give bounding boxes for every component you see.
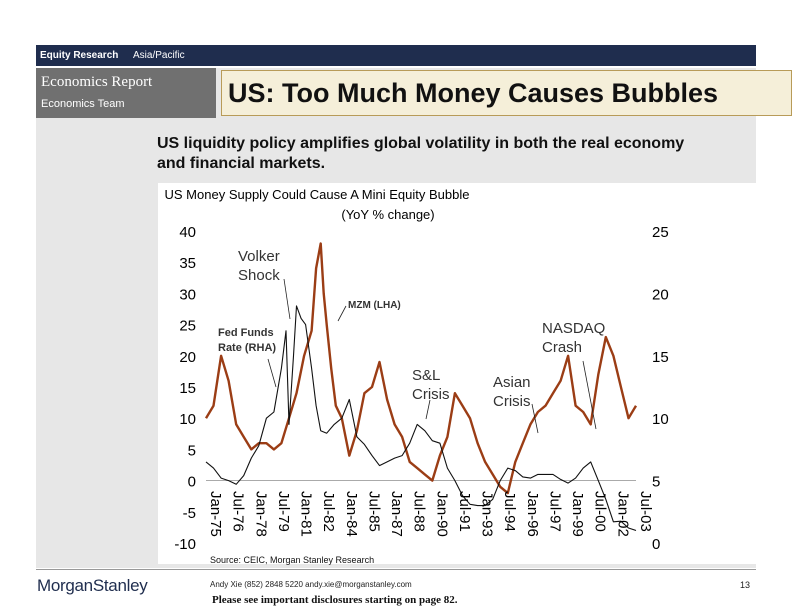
x-tick-label: Jan-87 (388, 491, 405, 537)
y-right-tick-label: 20 (652, 286, 669, 303)
x-tick-label: Jul-91 (456, 491, 473, 532)
annotation-asian-crisis: Crisis (493, 393, 531, 410)
y-left-tick-label: 5 (188, 442, 196, 459)
annotation-asian-crisis: Asian (493, 374, 531, 391)
x-tick-label: Jan-75 (207, 491, 224, 537)
headline: US: Too Much Money Causes Bubbles (228, 78, 719, 108)
x-tick-label: Jul-79 (275, 491, 292, 532)
y-left-tick-label: 25 (179, 318, 196, 335)
annotation-sl-crisis: S&L (412, 367, 440, 384)
x-tick-label: Jan-78 (252, 491, 269, 537)
fed-funds-series-line (205, 305, 637, 532)
x-tick-label: Jul-94 (501, 491, 518, 532)
x-tick-label: Jan-90 (433, 491, 450, 537)
chart-area: US Money Supply Could Cause A Mini Equit… (158, 183, 756, 564)
annotation-fed-funds: Rate (RHA) (218, 342, 276, 354)
annotation-arrow (337, 305, 347, 322)
annotation-arrow (531, 403, 539, 434)
y-left-tick-label: 0 (188, 474, 196, 491)
y-left-tick-label: 35 (179, 255, 196, 272)
y-left-tick-label: 10 (179, 411, 196, 428)
x-tick-label: Jul-76 (230, 491, 247, 532)
x-tick-label: Jan-99 (569, 491, 586, 537)
x-tick-label: Jul-82 (320, 491, 337, 532)
annotation-arrow (425, 399, 431, 420)
y-right-tick-label: 15 (652, 349, 669, 366)
report-type: Economics Report (41, 74, 153, 90)
x-tick-label: Jan-93 (479, 491, 496, 537)
x-tick-label: Jan-02 (614, 491, 631, 537)
annotation-arrow (267, 358, 277, 388)
y-right-tick-label: 10 (652, 411, 669, 428)
x-tick-label: Jul-97 (547, 491, 564, 532)
x-tick-label: Jul-03 (637, 491, 654, 532)
page-number: 13 (740, 580, 751, 590)
y-left-tick-label: 30 (179, 286, 196, 303)
headline-box: US: Too Much Money Causes Bubbles (221, 70, 792, 116)
header-band: Equity Research Asia/Pacific (36, 45, 756, 66)
mzm-series-line (204, 242, 638, 495)
annotation-mzm: MZM (LHA) (348, 300, 401, 311)
region-label: Asia/Pacific (133, 50, 185, 61)
x-tick-label: Jan-96 (524, 491, 541, 537)
y-right-tick-label: 0 (652, 536, 660, 553)
division-label: Equity Research (40, 50, 119, 61)
annotation-nasdaq-crash: Crash (542, 339, 582, 356)
chart-subtitle: (YoY % change) (341, 207, 434, 222)
footer-divider (36, 569, 756, 570)
source-note: Source: CEIC, Morgan Stanley Research (210, 555, 375, 565)
team-label: Economics Team (41, 98, 125, 110)
disclosure-note: Please see important disclosures startin… (212, 594, 458, 606)
annotation-volker-shock: Shock (238, 267, 280, 284)
page-subtitle: US liquidity policy amplifies global vol… (157, 135, 685, 172)
x-tick-label: Jan-84 (343, 491, 360, 537)
y-left-tick-label: 20 (179, 349, 196, 366)
x-tick-label: Jul-88 (411, 491, 428, 532)
company-logo: MorganStanley (37, 576, 148, 595)
x-tick-label: Jan-81 (298, 491, 315, 537)
x-tick-label: Jul-85 (365, 491, 382, 532)
report-card: Economics Report Economics Team (36, 68, 216, 118)
chart-title: US Money Supply Could Cause A Mini Equit… (165, 187, 470, 202)
y-left-tick-label: -5 (183, 505, 196, 522)
y-left-tick-label: 15 (179, 380, 196, 397)
annotation-arrow (582, 360, 597, 430)
annotation-arrow (283, 278, 291, 320)
annotation-nasdaq-crash: NASDAQ (542, 320, 605, 337)
y-right-tick-label: 5 (652, 474, 660, 491)
contact-line: Andy Xie (852) 2848 5220 andy.xie@morgan… (210, 580, 412, 589)
line-chart: US Money Supply Could Cause A Mini Equit… (165, 187, 669, 553)
y-left-tick-label: -10 (174, 536, 196, 553)
x-tick-label: Jul-00 (592, 491, 609, 532)
y-left-tick-label: 40 (179, 224, 196, 241)
annotation-volker-shock: Volker (238, 248, 280, 265)
annotation-fed-funds: Fed Funds (218, 327, 274, 339)
annotation-sl-crisis: Crisis (412, 386, 450, 403)
y-right-tick-label: 25 (652, 224, 669, 241)
